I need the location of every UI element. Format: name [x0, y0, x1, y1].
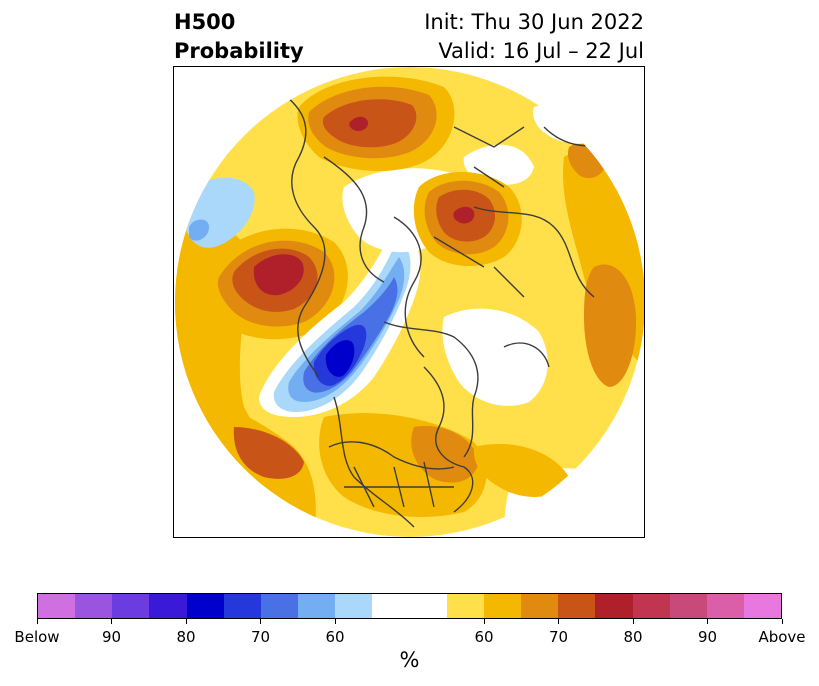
colorbar-cell [446, 594, 484, 618]
colorbar-cell [669, 594, 707, 618]
colorbar-tick-mark [483, 619, 485, 624]
map-dates: Init: Thu 30 Jun 2022 Valid: 16 Jul – 22… [424, 8, 644, 66]
colorbar-cell [186, 594, 224, 618]
colorbar-cell [75, 594, 113, 618]
colorbar-cell [558, 594, 596, 618]
colorbar-cell [223, 594, 261, 618]
colorbar-cell [38, 594, 76, 618]
title-field: Probability [174, 39, 304, 63]
colorbar-cell [483, 594, 522, 618]
colorbar-tick-label: 60 [474, 628, 494, 646]
init-date: Init: Thu 30 Jun 2022 [424, 10, 644, 34]
colorbar-cell [409, 594, 447, 618]
colorbar-tick-label: Below [14, 628, 60, 646]
colorbar-tick-label: 80 [623, 628, 643, 646]
map-title: H500 Probability [174, 8, 304, 66]
colorbar-unit: % [399, 648, 420, 672]
colorbar-tick-label: Above [758, 628, 806, 646]
colorbar-tick-label: 70 [548, 628, 569, 646]
colorbar-cell [632, 594, 670, 618]
colorbar-tick-label: 70 [250, 628, 271, 646]
colorbar-cell [260, 594, 299, 618]
probability-field [175, 67, 644, 537]
colorbar-cell [298, 594, 336, 618]
coastlines [273, 86, 615, 528]
colorbar-cell [521, 594, 559, 618]
colorbar-cell [112, 594, 150, 618]
colorbar-cell [149, 594, 187, 618]
colorbar-tick-mark [111, 619, 112, 624]
colorbar-tick-mark [260, 619, 261, 624]
colorbar-tick-mark [334, 619, 336, 624]
colorbar-tick-label: 90 [101, 628, 122, 646]
colorbar-tick-mark [558, 619, 559, 624]
probability-map [173, 66, 645, 538]
colorbar-tick-mark [781, 619, 783, 624]
colorbar-cell [706, 594, 744, 618]
colorbar-tick-mark [36, 619, 38, 624]
valid-range: Valid: 16 Jul – 22 Jul [438, 39, 644, 63]
colorbar-cell [743, 594, 782, 618]
colorbar-tick-label: 80 [176, 628, 196, 646]
colorbar-tick-label: 60 [325, 628, 345, 646]
title-variable: H500 [174, 10, 236, 34]
colorbar-cell [372, 594, 410, 618]
colorbar-tick-mark [185, 619, 187, 624]
colorbar-cell [595, 594, 633, 618]
colorbar [37, 593, 782, 619]
colorbar-tick-label: 90 [697, 628, 718, 646]
colorbar-tick-mark [632, 619, 634, 624]
colorbar-cell [335, 594, 373, 618]
colorbar-tick-mark [707, 619, 708, 624]
polar-map-svg [175, 67, 644, 537]
